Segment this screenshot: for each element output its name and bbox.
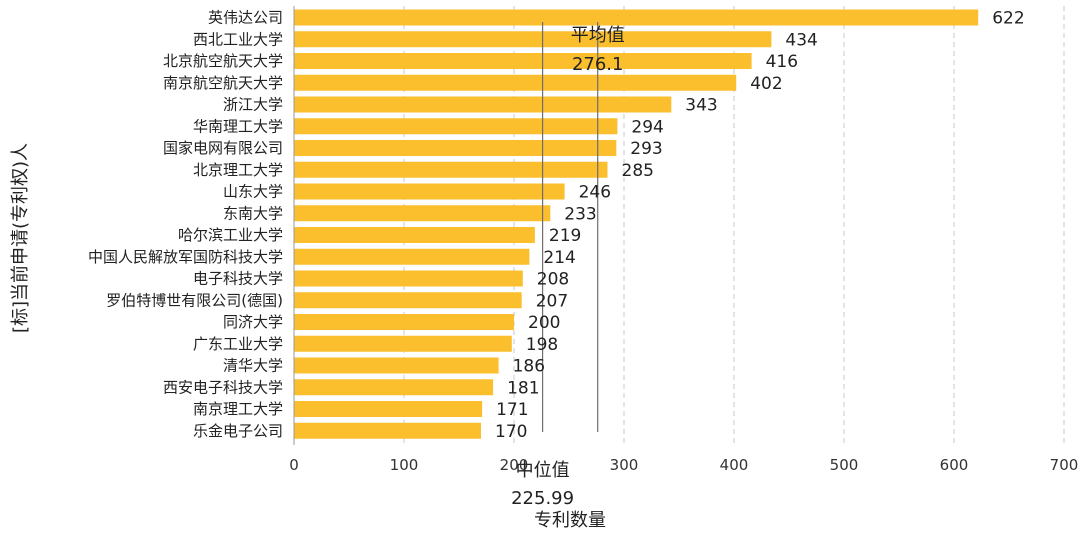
bar — [294, 357, 499, 374]
x-tick-labels: 0 100 200 300 400 500 600 700 — [289, 456, 1078, 474]
category-labels: 英伟达公司西北工业大学北京航空航天大学南京航空航天大学浙江大学华南理工大学国家电… — [88, 9, 283, 440]
data-label: 170 — [495, 422, 527, 442]
x-tick-label: 500 — [830, 456, 859, 474]
bar — [294, 205, 551, 222]
bar — [294, 140, 617, 156]
data-label: 622 — [992, 9, 1024, 29]
bar — [294, 53, 752, 69]
value-labels: 6224344164023432942932852462332192142082… — [495, 9, 1025, 442]
bar — [294, 9, 979, 26]
category-label: 西北工业大学 — [193, 30, 283, 48]
category-label: 国家电网有限公司 — [163, 139, 283, 157]
category-label: 同济大学 — [223, 313, 283, 331]
data-label: 285 — [622, 161, 654, 181]
data-label: 294 — [631, 117, 663, 137]
bar — [294, 379, 494, 396]
data-label: 434 — [785, 30, 817, 50]
bar — [294, 314, 514, 330]
bar — [294, 270, 523, 287]
bar — [294, 161, 608, 178]
data-label: 200 — [528, 313, 560, 333]
category-label: 山东大学 — [223, 183, 283, 201]
data-label: 343 — [685, 96, 717, 116]
bar — [294, 96, 672, 113]
category-label: 华南理工大学 — [193, 117, 283, 135]
x-tick-label: 400 — [720, 456, 749, 474]
category-label: 南京理工大学 — [193, 400, 283, 418]
category-label: 北京航空航天大学 — [163, 52, 283, 70]
data-label: 214 — [543, 248, 575, 268]
category-label: 电子科技大学 — [193, 270, 283, 288]
reference-line-value: 276.1 — [572, 54, 624, 75]
category-label: 乐金电子公司 — [193, 422, 283, 440]
bars-group — [294, 9, 979, 439]
x-tick-label: 700 — [1050, 456, 1079, 474]
category-label: 浙江大学 — [223, 96, 283, 114]
data-label: 219 — [549, 226, 581, 246]
data-label: 246 — [579, 183, 611, 203]
x-tick-label: 600 — [940, 456, 969, 474]
x-tick-label: 300 — [610, 456, 639, 474]
data-label: 181 — [507, 378, 539, 398]
data-label: 186 — [513, 357, 545, 377]
bar — [294, 422, 481, 439]
x-tick-label: 0 — [289, 456, 299, 474]
category-label: 东南大学 — [223, 204, 283, 222]
category-label: 中国人民解放军国防科技大学 — [88, 248, 283, 266]
x-tick-label: 100 — [390, 456, 419, 474]
bar — [294, 292, 522, 309]
category-label: 西安电子科技大学 — [163, 378, 283, 396]
reference-lines: 平均值 276.1 中位值 225.99 — [511, 22, 625, 509]
bar — [294, 248, 530, 265]
category-label: 罗伯特博世有限公司(德国) — [106, 291, 283, 309]
data-label: 207 — [536, 291, 568, 311]
category-label: 清华大学 — [223, 357, 283, 375]
bar — [294, 118, 618, 135]
bar — [294, 401, 483, 417]
bar — [294, 183, 565, 200]
x-axis-title: 专利数量 — [534, 510, 606, 531]
data-label: 208 — [537, 270, 569, 290]
data-label: 198 — [526, 335, 558, 355]
category-label: 广东工业大学 — [193, 335, 283, 353]
data-label: 233 — [564, 204, 596, 224]
y-axis-title: [标]当前申请(专利权)人 — [10, 143, 31, 333]
category-label: 南京航空航天大学 — [163, 74, 283, 92]
bar — [294, 335, 512, 352]
data-label: 402 — [750, 74, 782, 94]
bar — [294, 74, 737, 91]
category-label: 英伟达公司 — [208, 9, 283, 27]
reference-line-label: 平均值 — [571, 25, 625, 46]
bar — [294, 227, 535, 243]
x-tick-label: 200 — [500, 456, 529, 474]
reference-line-value: 225.99 — [511, 488, 574, 509]
reference-line-label: 中位值 — [516, 460, 570, 481]
data-label: 416 — [766, 52, 798, 72]
data-label: 293 — [630, 139, 662, 159]
bar — [294, 31, 772, 48]
gridlines — [403, 6, 1065, 445]
category-label: 北京理工大学 — [193, 161, 283, 179]
category-label: 哈尔滨工业大学 — [178, 226, 283, 244]
data-label: 171 — [496, 400, 528, 420]
